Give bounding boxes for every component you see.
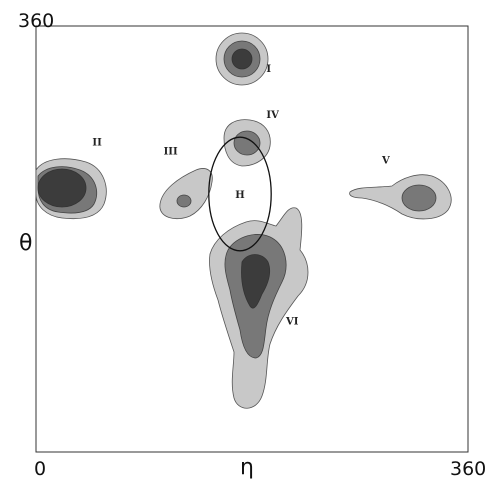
- region-iv-contours: [223, 119, 271, 167]
- region-vi-high-contour: [241, 254, 270, 309]
- x-axis-label: η: [240, 455, 254, 480]
- region-label-i: I: [266, 64, 271, 75]
- region-iv-medium-contour: [233, 130, 261, 156]
- annotation-ellipse-h: [208, 136, 272, 252]
- region-label-iv: IV: [266, 110, 279, 121]
- annotation-layer: H: [208, 136, 272, 252]
- region-iii-contours: [159, 168, 213, 220]
- region-i-high-contour: [231, 48, 253, 70]
- x-tick-label-min: 0: [34, 458, 46, 480]
- y-axis-label: θ: [19, 231, 32, 256]
- region-label-iii: III: [164, 147, 178, 158]
- region-ii-contours: [35, 158, 107, 220]
- contour-layer: [35, 32, 452, 409]
- region-label-v: V: [381, 155, 390, 166]
- region-label-vi: VI: [285, 316, 299, 327]
- region-v-medium-contour: [401, 184, 437, 212]
- annotation-label-h: H: [235, 190, 244, 201]
- region-v-contours: [349, 174, 452, 220]
- region-iii-low-contour: [159, 168, 213, 220]
- region-label-ii: II: [92, 138, 102, 149]
- region-vi-contours: [209, 207, 309, 409]
- y-tick-label-max: 360: [18, 10, 54, 32]
- region-iii-medium-contour: [176, 194, 192, 208]
- region-i-contours: [215, 32, 269, 86]
- region-ii-high-contour: [37, 168, 87, 208]
- x-tick-label-max: 360: [450, 458, 486, 480]
